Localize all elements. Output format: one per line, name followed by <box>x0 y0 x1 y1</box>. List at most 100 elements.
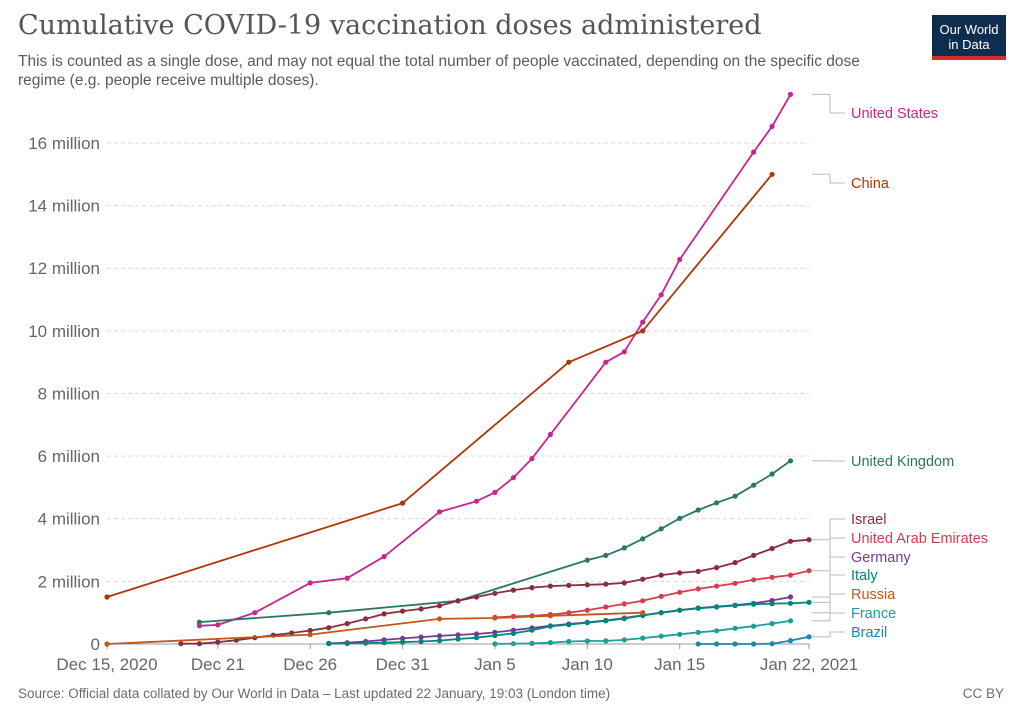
series-label-italy[interactable]: Italy <box>851 568 878 584</box>
data-point-israel <box>178 641 184 647</box>
data-point-italy <box>621 616 627 622</box>
data-point-brazil <box>732 641 738 647</box>
data-point-israel <box>603 581 609 587</box>
owid-logo[interactable]: Our World in Data <box>932 15 1006 60</box>
data-point-italy <box>769 601 775 607</box>
data-point-united-states <box>547 431 554 438</box>
label-connector <box>812 537 845 572</box>
data-point-israel <box>215 639 221 645</box>
y-tick-label: 2 million <box>38 572 100 591</box>
data-point-united-arab-emirates <box>677 589 683 595</box>
data-point-united-kingdom <box>714 500 720 506</box>
x-tick-label: Dec 31 <box>376 655 430 674</box>
label-connector <box>812 556 845 598</box>
data-point-france <box>658 633 664 639</box>
data-point-united-kingdom <box>787 458 794 464</box>
data-point-israel <box>196 641 202 647</box>
data-point-united-states <box>252 610 258 616</box>
series-label-china[interactable]: China <box>851 176 890 192</box>
data-point-united-arab-emirates <box>769 574 775 580</box>
data-point-united-arab-emirates <box>621 601 627 607</box>
series-label-united-arab-emirates[interactable]: United Arab Emirates <box>851 531 988 547</box>
data-point-united-kingdom <box>751 482 757 488</box>
data-point-israel <box>566 582 572 589</box>
data-point-germany <box>418 634 424 640</box>
series-line-china[interactable] <box>106 173 773 598</box>
data-point-israel <box>289 630 295 636</box>
data-point-france <box>787 618 794 624</box>
x-tick-label: Jan 5 <box>474 655 516 674</box>
data-point-united-kingdom <box>603 552 609 559</box>
data-point-italy <box>418 638 424 645</box>
data-point-brazil <box>769 641 775 647</box>
series-label-united-states[interactable]: United States <box>851 106 938 122</box>
series-labels: United States China United Kingdom Israel Un… <box>812 93 988 641</box>
data-point-france <box>510 641 516 647</box>
data-point-united-states <box>751 149 757 155</box>
data-point-france <box>732 625 738 631</box>
x-tick-label: Jan 10 <box>562 655 613 674</box>
data-point-united-arab-emirates <box>658 593 664 600</box>
x-tick-label: Dec 21 <box>191 655 245 674</box>
y-tick-label: 6 million <box>38 447 100 466</box>
data-point-united-arab-emirates <box>603 604 609 610</box>
data-point-france <box>603 638 609 644</box>
data-point-united-arab-emirates <box>787 572 794 578</box>
data-point-germany <box>787 594 794 600</box>
data-point-italy <box>714 604 720 610</box>
data-point-france <box>566 638 572 645</box>
data-point-china <box>769 171 775 177</box>
data-point-united-kingdom <box>658 526 664 532</box>
series-label-brazil[interactable]: Brazil <box>851 625 887 641</box>
data-point-italy <box>566 622 572 628</box>
label-connector <box>812 612 845 622</box>
series-label-israel[interactable]: Israel <box>851 512 886 528</box>
data-point-united-states <box>677 256 683 263</box>
series-line-germany[interactable] <box>328 596 791 645</box>
chart-title: Cumulative COVID-19 vaccination doses ad… <box>18 10 762 41</box>
data-point-united-arab-emirates <box>732 580 738 586</box>
data-point-germany <box>455 632 461 638</box>
y-tick-label: 14 million <box>28 197 100 216</box>
series-line-russia[interactable] <box>106 611 643 645</box>
label-connector <box>812 93 845 114</box>
data-point-israel <box>492 590 498 596</box>
data-point-italy <box>473 635 480 641</box>
data-point-brazil <box>695 641 701 647</box>
series-line-united-kingdom[interactable] <box>199 460 792 623</box>
data-point-israel <box>326 625 332 631</box>
series-line-united-states[interactable] <box>199 93 792 627</box>
source-note: Source: Official data collated by Our Wo… <box>18 686 610 701</box>
data-point-brazil <box>806 634 812 640</box>
data-point-united-arab-emirates <box>584 607 590 613</box>
series-label-france[interactable]: France <box>851 606 896 622</box>
data-point-united-arab-emirates <box>714 583 720 589</box>
data-point-israel <box>455 598 461 604</box>
series-line-united-arab-emirates[interactable] <box>494 569 810 619</box>
series-label-united-kingdom[interactable]: United Kingdom <box>851 454 954 470</box>
data-point-russia <box>104 641 110 647</box>
data-point-israel <box>621 580 627 586</box>
source-prefix: Source: <box>18 686 69 701</box>
license-link[interactable]: CC BY <box>962 686 1004 701</box>
data-point-israel <box>787 538 794 544</box>
data-point-united-kingdom <box>769 471 775 477</box>
label-connector <box>812 631 845 638</box>
data-point-germany <box>436 633 443 639</box>
data-point-france <box>547 640 554 646</box>
data-point-russia <box>492 615 498 621</box>
data-point-united-states <box>196 623 202 629</box>
data-point-united-kingdom <box>196 619 202 625</box>
y-tick-label: 12 million <box>28 259 100 278</box>
data-point-united-states <box>344 575 350 581</box>
data-point-france <box>584 638 590 644</box>
data-point-israel <box>714 565 720 571</box>
series-label-russia[interactable]: Russia <box>851 587 896 603</box>
data-point-italy <box>436 638 443 644</box>
data-point-france <box>677 631 683 637</box>
data-point-france <box>769 621 775 627</box>
data-point-italy <box>381 640 387 646</box>
data-point-china <box>104 594 110 600</box>
data-point-israel <box>677 570 683 576</box>
series-label-germany[interactable]: Germany <box>851 550 911 566</box>
